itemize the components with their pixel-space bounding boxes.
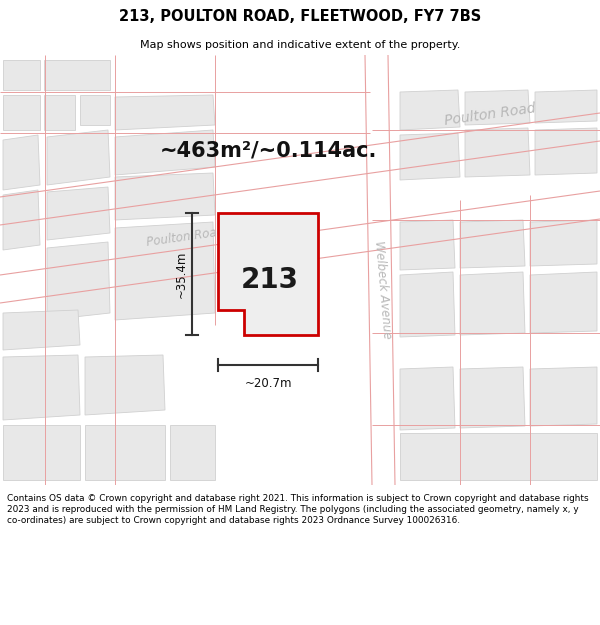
Polygon shape (47, 242, 110, 320)
Text: Map shows position and indicative extent of the property.: Map shows position and indicative extent… (140, 40, 460, 50)
Polygon shape (170, 425, 215, 480)
Polygon shape (115, 173, 215, 220)
Polygon shape (400, 90, 460, 130)
Polygon shape (115, 130, 215, 175)
Polygon shape (80, 95, 110, 125)
Polygon shape (535, 90, 597, 123)
Text: Poulton Road: Poulton Road (443, 102, 536, 128)
Text: 213, POULTON ROAD, FLEETWOOD, FY7 7BS: 213, POULTON ROAD, FLEETWOOD, FY7 7BS (119, 9, 481, 24)
Polygon shape (400, 367, 455, 430)
Text: ~463m²/~0.114ac.: ~463m²/~0.114ac. (160, 140, 377, 160)
Polygon shape (460, 272, 525, 335)
Polygon shape (218, 213, 318, 335)
Polygon shape (530, 220, 597, 266)
Polygon shape (85, 425, 165, 480)
Text: Poulton Road: Poulton Road (145, 225, 225, 249)
Polygon shape (530, 367, 597, 426)
Text: Welbeck Avenue: Welbeck Avenue (372, 241, 394, 339)
Polygon shape (85, 355, 165, 415)
Polygon shape (44, 95, 75, 130)
Polygon shape (47, 187, 110, 240)
Polygon shape (465, 128, 530, 177)
Text: ~20.7m: ~20.7m (244, 377, 292, 390)
Polygon shape (47, 130, 110, 185)
Polygon shape (535, 128, 597, 175)
Polygon shape (3, 190, 40, 250)
Text: Contains OS data © Crown copyright and database right 2021. This information is : Contains OS data © Crown copyright and d… (7, 494, 589, 525)
Polygon shape (460, 367, 525, 428)
Polygon shape (400, 133, 460, 180)
Polygon shape (115, 95, 215, 130)
Text: ~35.4m: ~35.4m (175, 250, 188, 298)
Polygon shape (400, 220, 455, 270)
Polygon shape (465, 90, 530, 125)
Text: 213: 213 (241, 266, 299, 294)
Polygon shape (530, 272, 597, 333)
Polygon shape (3, 355, 80, 420)
Polygon shape (3, 95, 40, 130)
Polygon shape (460, 220, 525, 268)
Polygon shape (3, 425, 80, 480)
Polygon shape (3, 60, 40, 90)
Polygon shape (400, 433, 597, 480)
Polygon shape (115, 222, 215, 320)
Polygon shape (3, 310, 80, 350)
Polygon shape (44, 60, 110, 90)
Polygon shape (400, 272, 455, 337)
Polygon shape (3, 135, 40, 190)
